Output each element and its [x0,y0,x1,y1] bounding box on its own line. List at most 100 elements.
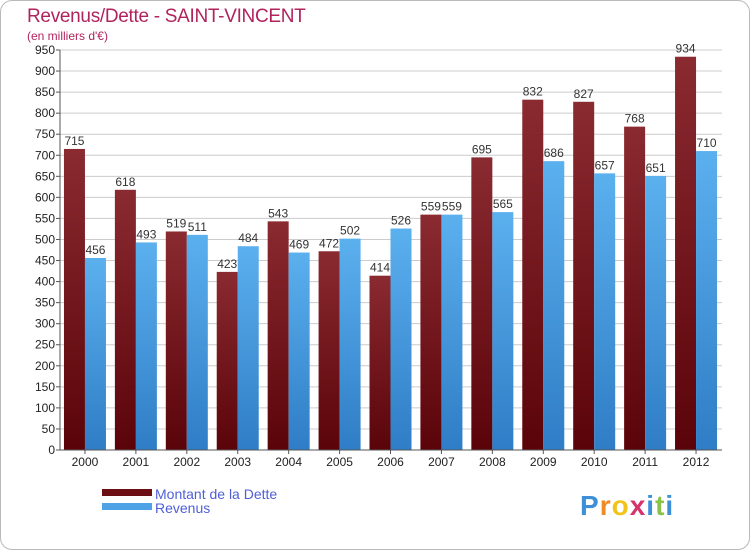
x-tick-label: 2005 [326,455,353,469]
bar-dette [318,251,340,450]
chart-title: Revenus/Dette - SAINT-VINCENT [27,6,306,27]
logo-letter: o [611,490,630,521]
bar-revenus [543,161,565,450]
x-tick-label: 2011 [632,455,658,469]
data-label: 657 [595,158,615,172]
data-label: 469 [289,238,309,252]
y-tick-label: 350 [35,296,55,310]
bar-revenus [441,214,463,450]
data-label: 686 [544,146,564,160]
bar-dette [522,99,544,451]
y-tick-label: 300 [35,317,55,331]
bar-dette [471,157,493,451]
bar-revenus [390,228,412,450]
data-label: 559 [421,200,441,214]
legend-label-dette: Montant de la Dette [155,486,278,502]
data-label: 695 [472,142,492,156]
y-tick-label: 950 [35,43,55,57]
y-tick-label: 650 [35,169,55,183]
x-tick-label: 2003 [224,455,251,469]
logo-letter: r [599,490,612,521]
axes [56,49,722,454]
data-label: 651 [646,161,666,175]
y-tick-label: 50 [42,422,56,436]
data-label: 414 [370,261,390,275]
x-tick-label: 2006 [377,455,404,469]
data-label: 472 [319,236,339,250]
data-label: 832 [523,85,543,99]
logo-letter: t [655,490,666,521]
data-label: 493 [136,227,156,241]
bar-dette [114,189,136,450]
data-label: 559 [442,200,462,214]
bar-revenus [594,173,616,451]
bar-dette [675,56,697,450]
y-tick-label: 450 [35,254,55,268]
x-tick-label: 2012 [683,455,710,469]
bar-revenus [237,246,259,450]
legend-swatch-dette [102,489,152,496]
y-tick-label: 700 [35,148,55,162]
y-tick-label: 600 [35,190,55,204]
y-tick-label: 750 [35,127,55,141]
bars [63,56,718,451]
x-tick-label: 2007 [428,455,455,469]
bar-revenus [645,175,667,451]
bar-revenus [696,151,718,451]
y-tick-label: 150 [35,380,55,394]
bar-revenus [288,252,310,450]
x-tick-label: 2009 [530,455,557,469]
logo-letter: x [629,490,647,521]
legend-swatch-revenus [102,503,152,510]
y-tick-label: 250 [35,338,55,352]
bar-revenus [492,212,514,450]
y-tick-label: 0 [48,443,55,457]
logo-letter: i [646,490,656,521]
data-label: 543 [268,206,288,220]
logo-letter: P [580,490,600,521]
data-label: 715 [64,134,84,148]
legend-label-revenus: Revenus [155,500,211,516]
y-tick-label: 550 [35,211,55,225]
data-label: 511 [188,220,207,234]
y-tick-label: 200 [35,359,55,373]
x-tick-label: 2010 [581,455,608,469]
data-label: 519 [166,216,186,230]
y-tick-label: 900 [35,64,55,78]
data-label: 502 [340,224,360,238]
x-tick-label: 2001 [123,455,150,469]
chart-subtitle: (en milliers d'€) [27,29,108,43]
data-label: 565 [493,197,513,211]
data-label: 526 [391,214,411,228]
bar-dette [165,231,187,450]
y-tick-label: 800 [35,106,55,120]
bar-revenus [135,242,157,450]
proxiti-logo: Proxiti [580,490,674,522]
bar-dette [63,148,85,450]
bar-dette [369,275,391,450]
y-tick-label: 500 [35,232,55,246]
x-tick-label: 2004 [275,455,302,469]
bar-dette [573,101,595,450]
bar-revenus [84,258,106,450]
bar-dette [624,126,646,450]
y-tick-label: 850 [35,85,55,99]
x-tick-label: 2008 [479,455,506,469]
data-label: 484 [238,231,258,245]
data-label: 710 [697,136,717,150]
data-label: 423 [217,257,237,271]
y-tick-label: 100 [35,401,55,415]
bar-revenus [339,238,361,450]
data-label: 618 [115,175,135,189]
data-label: 456 [85,243,105,257]
logo-letter: i [665,490,675,521]
data-label: 827 [574,87,594,101]
y-tick-label: 400 [35,275,55,289]
bar-dette [420,214,442,450]
bar-revenus [186,234,208,450]
labels: 0 50 100 150 200 250 300 350 400 450 500 550 600 650 7… [35,42,717,469]
x-tick-label: 2000 [72,455,99,469]
data-label: 768 [625,112,645,126]
bar-dette [267,221,289,450]
